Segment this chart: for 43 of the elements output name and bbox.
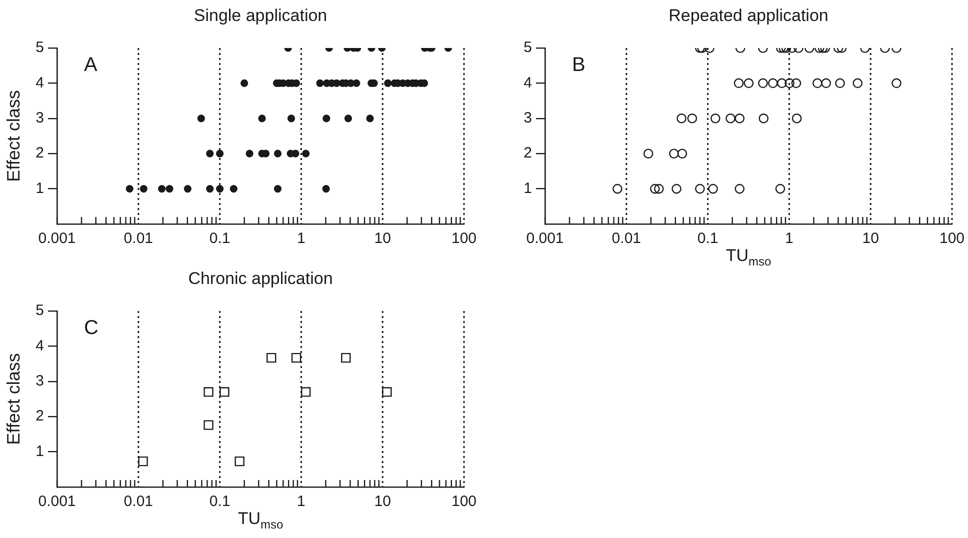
annotation: B: [572, 54, 586, 77]
x-tick-label: 1: [785, 230, 794, 248]
y-tick-label: 2: [36, 408, 44, 425]
x-tick-label: 100: [451, 493, 477, 510]
y-tick-label: 2: [36, 144, 44, 162]
y-tick-label: 3: [36, 372, 44, 390]
x-tick-label: 1: [297, 493, 306, 510]
x-tick-label: 0.1: [209, 230, 230, 248]
x-tick-label: 10: [374, 493, 391, 510]
y-tick-label: 3: [524, 110, 532, 127]
chart-title: Repeated application: [668, 6, 828, 26]
x-tick-label: 10: [862, 230, 879, 248]
y-tick-label: 5: [36, 39, 44, 56]
y-axis-title: Effect class: [4, 90, 24, 182]
chart-title: Single application: [194, 6, 328, 26]
annotation: A: [84, 54, 98, 77]
x-axis-title: TU$_{mso}$: [238, 509, 284, 532]
x-tick-label: 1: [297, 230, 306, 248]
x-tick-label: 10: [374, 230, 391, 248]
y-tick-label: 1: [36, 442, 44, 460]
x-tick-label: 0.01: [124, 493, 153, 510]
x-tick-label: 0.1: [209, 493, 230, 510]
y-tick-label: 5: [36, 302, 44, 320]
x-tick-label: 0.001: [526, 230, 564, 248]
y-tick-label: 3: [36, 110, 44, 127]
chart-title: Chronic application: [188, 269, 333, 289]
x-tick-label: 0.01: [124, 230, 153, 248]
x-tick-label: 0.1: [697, 230, 718, 248]
y-tick-label: 4: [36, 74, 44, 92]
x-tick-label: 0.001: [38, 493, 76, 510]
y-tick-label: 4: [524, 74, 532, 92]
y-tick-label: 2: [524, 144, 532, 162]
x-tick-label: 0.01: [612, 230, 641, 248]
y-tick-label: 5: [524, 39, 532, 56]
x-axis-title: TU$_{mso}$: [726, 246, 772, 268]
x-tick-label: 0.001: [38, 230, 76, 248]
y-tick-label: 1: [36, 180, 44, 197]
y-tick-label: 1: [524, 180, 532, 197]
y-tick-label: 4: [36, 337, 44, 354]
x-tick-label: 100: [451, 230, 477, 248]
y-axis-title: Effect class: [4, 353, 24, 445]
x-tick-label: 100: [939, 230, 965, 248]
annotation: C: [84, 317, 98, 340]
